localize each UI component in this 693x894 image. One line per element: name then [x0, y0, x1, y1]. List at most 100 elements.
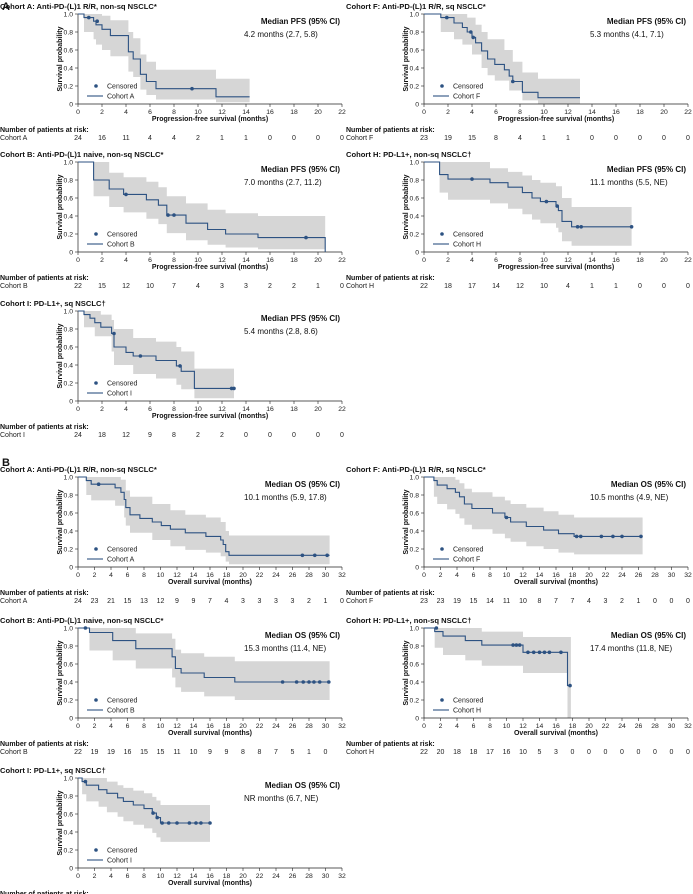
x-tick-label: 12 — [218, 406, 226, 413]
censor-mark — [469, 30, 473, 34]
risk-table-cohort-label: Cohort F — [346, 598, 373, 605]
x-tick-label: 10 — [194, 257, 202, 264]
x-tick-label: 8 — [172, 257, 176, 264]
x-tick-label: 8 — [142, 723, 146, 730]
risk-count: 8 — [494, 135, 498, 142]
risk-count: 2 — [307, 598, 311, 605]
y-axis-label: Survival probability — [403, 640, 410, 705]
risk-count: 16 — [503, 749, 511, 756]
risk-count: 0 — [316, 432, 320, 439]
x-tick-label: 2 — [100, 406, 104, 413]
x-tick-label: 24 — [618, 723, 626, 730]
x-tick-label: 18 — [290, 406, 298, 413]
y-tick-label: 0.2 — [410, 698, 420, 705]
legend-censor-marker — [94, 547, 98, 551]
censor-mark — [151, 811, 155, 815]
x-tick-label: 14 — [190, 723, 198, 730]
x-tick-label: 10 — [540, 109, 548, 116]
x-tick-label: 30 — [668, 723, 676, 730]
risk-count: 15 — [468, 135, 476, 142]
plot-title: Cohort H: PD-L1+, non-sq NSCLC† — [346, 150, 472, 159]
x-tick-label: 12 — [173, 572, 181, 579]
risk-count: 3 — [274, 598, 278, 605]
legend-censor-marker — [94, 232, 98, 236]
legend-censored-label: Censored — [453, 84, 483, 91]
x-tick-label: 30 — [322, 572, 330, 579]
censor-mark — [172, 213, 176, 217]
x-tick-label: 10 — [194, 406, 202, 413]
risk-count: 1 — [590, 283, 594, 290]
censor-mark — [87, 15, 91, 20]
y-tick-label: 0.2 — [64, 381, 74, 388]
km-plot-5: Cohort I: PD-L1+, sq NSCLC† 0 0.2 0.4 0.6 0.8… — [0, 299, 346, 439]
plot-title: Cohort A: Anti-PD-(L)1 R/R, non-sq NSCLC… — [0, 2, 157, 11]
x-tick-label: 10 — [157, 572, 165, 579]
risk-count: 21 — [107, 598, 115, 605]
y-tick-label: 0.6 — [64, 48, 74, 55]
legend-series-label: Cohort F — [453, 94, 480, 101]
y-tick-label: 1.0 — [64, 475, 74, 482]
risk-count: 0 — [268, 135, 272, 142]
km-plot-1: Cohort A: Anti-PD-(L)1 R/R, non-sq NSCLC… — [0, 2, 346, 142]
risk-count: 2 — [220, 432, 224, 439]
censor-mark — [312, 680, 316, 684]
x-tick-label: 32 — [338, 873, 346, 880]
x-tick-label: 20 — [660, 109, 668, 116]
median-value: 10.1 months (5.9, 17.8) — [244, 493, 327, 502]
y-tick-label: 0.4 — [64, 363, 74, 370]
x-tick-label: 12 — [564, 257, 572, 264]
censor-mark — [547, 650, 552, 655]
median-value: 5.3 months (4.1, 7.1) — [590, 30, 664, 39]
x-tick-label: 2 — [100, 109, 104, 116]
risk-count: 0 — [268, 432, 272, 439]
y-tick-label: 0 — [69, 716, 73, 723]
x-tick-label: 2 — [93, 723, 97, 730]
x-tick-label: 8 — [142, 572, 146, 579]
y-axis-label: Survival probability — [403, 26, 410, 91]
risk-table-cohort-label: Cohort A — [0, 598, 28, 605]
censor-mark — [304, 235, 308, 240]
legend-series-label: Cohort B — [107, 242, 135, 249]
y-tick-label: 0.4 — [410, 680, 420, 687]
x-tick-label: 20 — [585, 572, 593, 579]
x-tick-label: 16 — [206, 723, 214, 730]
censor-mark — [280, 680, 285, 684]
risk-count: 19 — [453, 598, 461, 605]
x-tick-label: 10 — [157, 723, 165, 730]
y-axis-label: Survival probability — [57, 323, 64, 388]
x-tick-label: 22 — [338, 257, 346, 264]
km-plot-8: Cohort B: Anti-PD-(L)1 naive, non-sq NSC… — [0, 616, 346, 756]
censor-mark — [155, 815, 159, 820]
x-tick-label: 28 — [651, 572, 659, 579]
x-tick-label: 16 — [266, 406, 274, 413]
legend-series-label: Cohort A — [107, 94, 135, 101]
y-tick-label: 1.0 — [64, 776, 74, 783]
y-tick-label: 0.4 — [64, 529, 74, 536]
km-plot-6: Cohort A: Anti-PD-(L)1 R/R, non-sq NSCLC… — [0, 465, 346, 605]
x-tick-label: 24 — [272, 723, 280, 730]
risk-table-cohort-label: Cohort I — [0, 432, 25, 439]
risk-count: 9 — [225, 749, 229, 756]
x-tick-label: 12 — [218, 257, 226, 264]
x-tick-label: 24 — [272, 572, 280, 579]
km-curve — [78, 627, 330, 683]
censor-mark — [83, 779, 88, 784]
ci-band — [78, 162, 326, 252]
risk-table-header: Number of patients at risk: — [346, 741, 435, 748]
censor-mark — [629, 225, 634, 229]
censor-mark — [445, 15, 449, 20]
y-tick-label: 0.4 — [410, 214, 420, 221]
risk-count: 11 — [173, 749, 180, 756]
x-axis-label: Overall survival (months) — [168, 730, 252, 737]
x-tick-label: 14 — [242, 257, 250, 264]
censor-mark — [578, 534, 583, 539]
censor-mark — [470, 177, 474, 181]
x-tick-label: 26 — [289, 873, 297, 880]
median-heading: Median OS (95% CI) — [265, 631, 340, 640]
y-tick-label: 0 — [415, 250, 419, 257]
x-tick-label: 10 — [194, 109, 202, 116]
legend-censored-label: Censored — [107, 232, 137, 239]
x-tick-label: 12 — [519, 572, 527, 579]
km-plot-10: Cohort I: PD-L1+, sq NSCLC† 0 0.2 0.4 0.6 0.8… — [0, 766, 346, 894]
x-tick-label: 4 — [109, 572, 113, 579]
